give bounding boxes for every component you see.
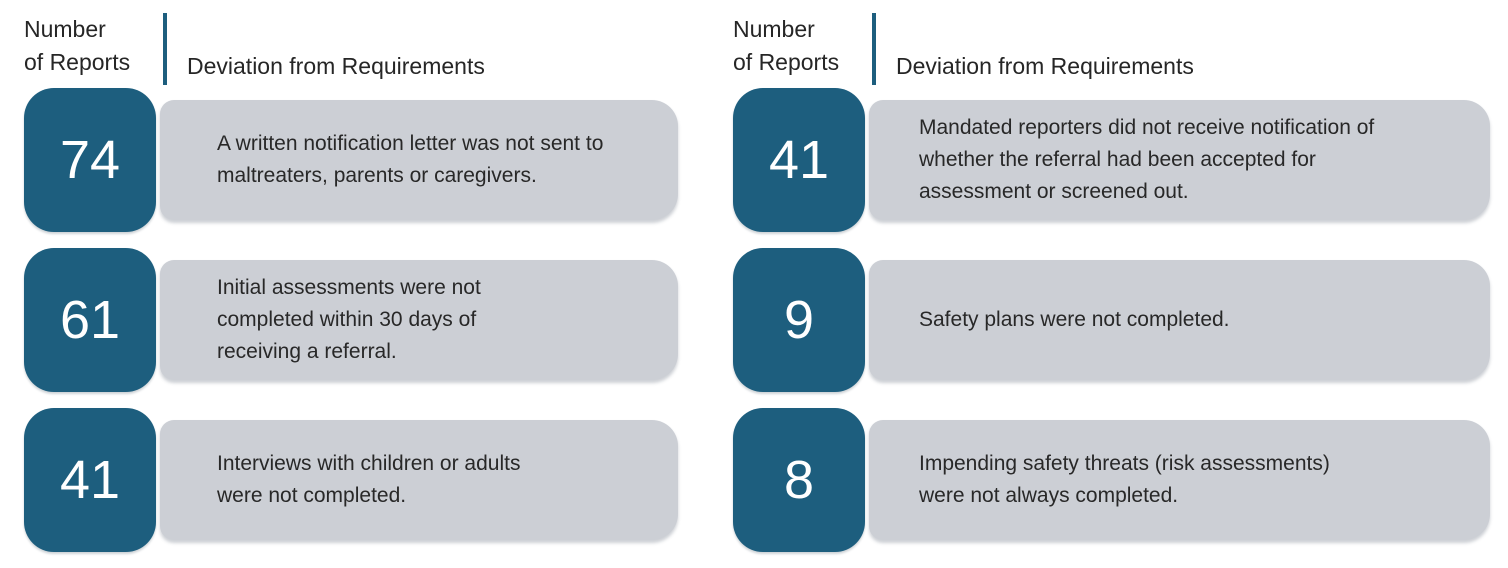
- deviation-text-box: A written notification letter was not se…: [160, 100, 678, 220]
- number-of-reports-line2: of Reports: [733, 49, 840, 75]
- deviation-text-box: Interviews with children or adults were …: [160, 420, 678, 540]
- report-count-badge: 8: [733, 408, 865, 552]
- right-panel-rows: 41 Mandated reporters did not receive no…: [733, 88, 1490, 552]
- table-row: 9 Safety plans were not completed.: [733, 248, 1490, 392]
- table-row: 41 Interviews with children or adults we…: [24, 408, 678, 552]
- deviation-text: A written notification letter was not se…: [217, 132, 604, 187]
- deviation-text: Interviews with children or adults were …: [217, 452, 521, 507]
- deviation-text: Safety plans were not completed.: [919, 308, 1230, 331]
- table-row: 61 Initial assessments were not complete…: [24, 248, 678, 392]
- table-row: 41 Mandated reporters did not receive no…: [733, 88, 1490, 232]
- deviation-text-box: Initial assessments were not completed w…: [160, 260, 678, 380]
- report-count-badge: 9: [733, 248, 865, 392]
- deviation-text: Impending safety threats (risk assessmen…: [919, 452, 1330, 507]
- number-of-reports-line2: of Reports: [24, 49, 131, 75]
- deviation-text-box: Mandated reporters did not receive notif…: [869, 100, 1490, 220]
- header-divider-line: [163, 13, 167, 85]
- report-count-badge: 41: [733, 88, 865, 232]
- report-count-badge: 41: [24, 408, 156, 552]
- deviation-heading: Deviation from Requirements: [187, 53, 485, 79]
- left-panel: Number of Reports Deviation from Require…: [24, 10, 678, 552]
- number-of-reports-heading: Number of Reports: [24, 10, 163, 88]
- deviation-text-box: Safety plans were not completed.: [869, 260, 1490, 380]
- right-panel: Number of Reports Deviation from Require…: [733, 10, 1490, 552]
- right-panel-header: Number of Reports Deviation from Require…: [733, 10, 1490, 88]
- number-of-reports-line1: Number: [24, 16, 106, 42]
- deviation-report-infographic: Number of Reports Deviation from Require…: [24, 10, 1490, 552]
- report-count-badge: 61: [24, 248, 156, 392]
- left-panel-header: Number of Reports Deviation from Require…: [24, 10, 678, 88]
- left-panel-rows: 74 A written notification letter was not…: [24, 88, 678, 552]
- deviation-text-box: Impending safety threats (risk assessmen…: [869, 420, 1490, 540]
- header-divider-line: [872, 13, 876, 85]
- deviation-heading: Deviation from Requirements: [896, 53, 1194, 79]
- deviation-text: Mandated reporters did not receive notif…: [919, 116, 1375, 203]
- table-row: 8 Impending safety threats (risk assessm…: [733, 408, 1490, 552]
- number-of-reports-heading: Number of Reports: [733, 10, 872, 88]
- report-count-badge: 74: [24, 88, 156, 232]
- table-row: 74 A written notification letter was not…: [24, 88, 678, 232]
- deviation-text: Initial assessments were not completed w…: [217, 276, 481, 363]
- number-of-reports-line1: Number: [733, 16, 815, 42]
